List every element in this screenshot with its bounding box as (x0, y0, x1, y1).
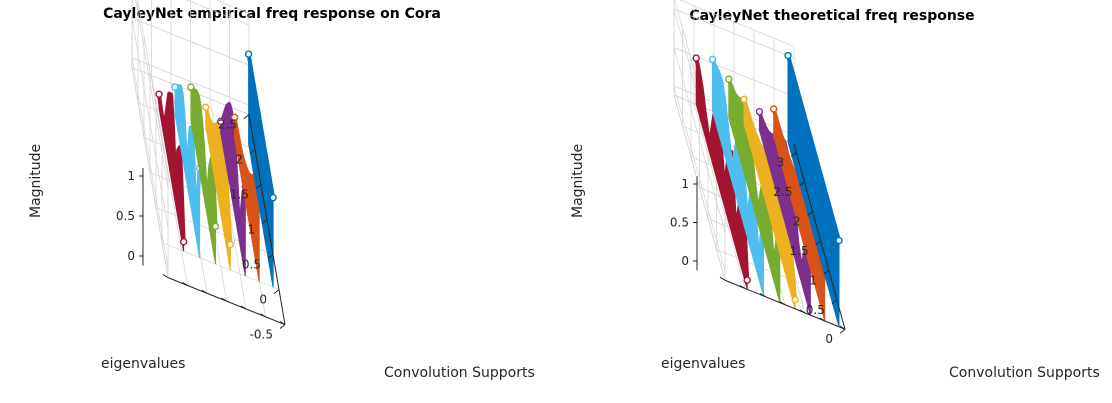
z-tick-label: 1 (127, 169, 135, 183)
series-end-marker-0-1 (244, 50, 253, 58)
z-tick-label: 0 (681, 254, 689, 268)
series-line-4 (726, 77, 782, 271)
series-line-0 (246, 52, 276, 200)
x-tick-label: 2.5 (218, 118, 237, 132)
x-tick-label: 0 (259, 293, 267, 307)
chart-title: CayleyNet theoretical freq response (689, 8, 974, 24)
convolution-supports-axis-label: Convolution Supports (949, 365, 1100, 381)
eigenvalues-axis-label: eigenvalues (661, 356, 745, 372)
series-end-marker-3-1 (740, 95, 748, 103)
series-end-marker-6-0 (743, 276, 751, 284)
series-end-marker-4-0 (211, 222, 220, 231)
series-end-marker-6-0 (179, 237, 188, 246)
series-end-marker-6-1 (155, 90, 163, 98)
series-end-marker-0-0 (835, 236, 843, 245)
x-tick-label: -0.5 (250, 328, 273, 342)
x-tick-label: 2 (793, 214, 801, 228)
series-end-marker-3-0 (226, 240, 235, 249)
series-end-marker-1-1 (770, 105, 778, 113)
x-tick-label: 0.5 (242, 258, 261, 272)
axes: -0.5 0 0.5 1 1.5 2 2.5 0 0.5 1 (116, 114, 286, 342)
x-tick-label: 0.5 (806, 303, 825, 317)
series-line-0 (786, 53, 841, 243)
x-tick-label: 2 (235, 153, 243, 167)
x-tick-label: 1.5 (790, 244, 809, 258)
series-end-marker-0-1 (784, 51, 792, 60)
convolution-supports-axis-label: Convolution Supports (384, 365, 535, 381)
theoretical-response-plot: CayleyNet theoretical freq response 0 0.5… (570, 0, 1100, 381)
magnitude-axis-label: Magnitude (570, 144, 586, 218)
series-end-marker-6-1 (692, 54, 700, 62)
series-end-marker-1-1 (230, 113, 239, 122)
z-tick-label: 0.5 (670, 216, 689, 230)
series-end-marker-4-1 (187, 83, 195, 91)
series-line-5 (173, 84, 202, 226)
z-tick-label: 1 (681, 177, 689, 191)
magnitude-axis-label: Magnitude (28, 144, 44, 218)
series-end-marker-3-1 (202, 103, 210, 112)
series-line-2 (218, 102, 248, 233)
x-tick-label: 3 (777, 155, 785, 169)
series-end-marker-2-1 (217, 117, 225, 126)
series-end-marker-3-0 (791, 295, 799, 304)
series-end-marker-5-1 (171, 83, 179, 91)
eigenvalues-axis-label: eigenvalues (101, 356, 185, 372)
x-tick-label: 2.5 (773, 185, 792, 199)
empirical-response-plot: CayleyNet empirical freq response on Cor… (28, 0, 535, 381)
data-layer (155, 50, 277, 288)
data-layer (692, 51, 843, 327)
x-tick-label: 1 (809, 273, 817, 287)
series-end-marker-2-1 (755, 107, 764, 116)
series-end-marker-5-1 (708, 55, 717, 64)
z-tick-label: 0.5 (116, 209, 135, 223)
x-tick-label: 0 (825, 332, 833, 346)
series-line-6 (694, 56, 750, 283)
x-tick-label: 1 (247, 223, 255, 237)
x-tick-label: 1.5 (230, 188, 249, 202)
chart-title: CayleyNet empirical freq response on Cor… (103, 6, 441, 22)
series-end-marker-4-1 (725, 75, 733, 83)
series-end-marker-0-0 (269, 193, 277, 202)
series-line-6 (157, 91, 186, 244)
axes: 0 0.5 1 1.5 2 2.5 3 0 0.5 1 (670, 144, 846, 346)
z-tick-label: 0 (127, 249, 135, 263)
